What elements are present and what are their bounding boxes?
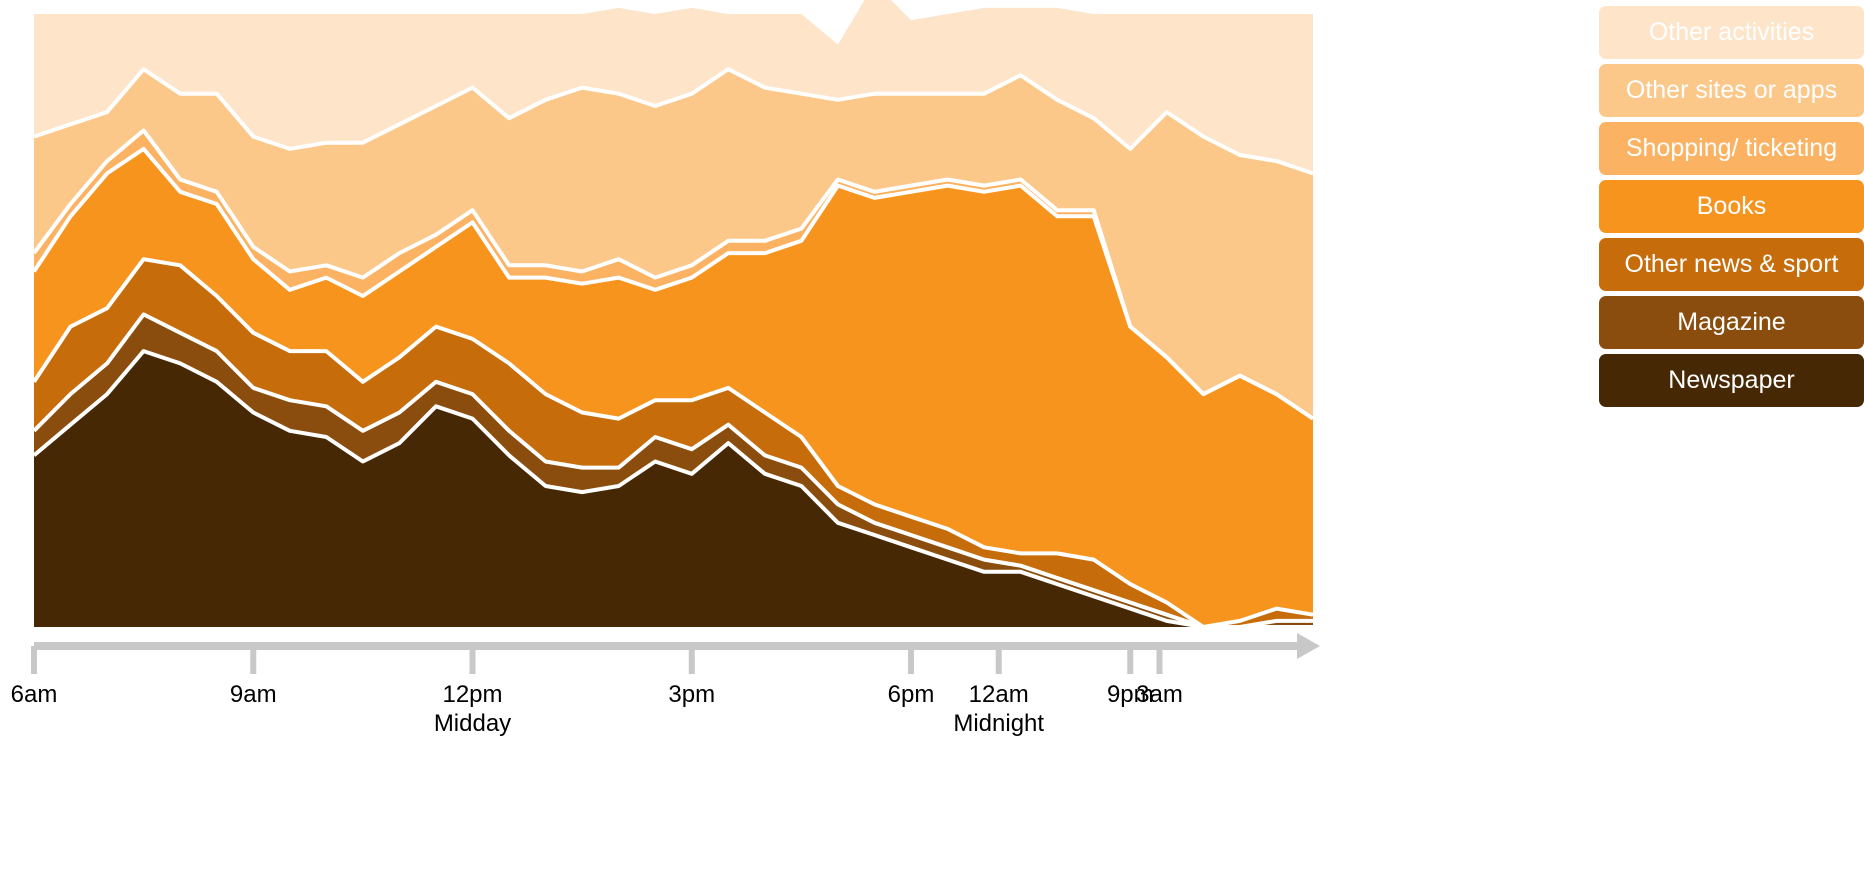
x-tick-label: 6pm	[888, 681, 935, 708]
legend-item-newspaper: Newspaper	[1599, 354, 1864, 407]
area-magazine	[34, 314, 1313, 627]
x-tick-label: 6am	[11, 681, 58, 708]
area-other-activities	[34, 0, 1313, 174]
x-axis	[34, 633, 1320, 659]
area-books	[34, 148, 1313, 627]
x-tick-label: 9pm	[1107, 681, 1154, 708]
area-shopping-ticketing	[34, 130, 1313, 419]
chart-areas	[32, 0, 1315, 629]
legend-item-other-news-sport: Other news & sport	[1599, 238, 1864, 291]
legend-item-other-activities: Other activities	[1599, 6, 1864, 59]
x-tick-sublabel: Midday	[434, 710, 511, 737]
boundary-line-newspaper	[32, 349, 1313, 629]
boundary-line-magazine	[32, 312, 1313, 629]
x-tick-sublabel: Midnight	[953, 710, 1044, 737]
x-tick-label: 3am	[1136, 681, 1183, 708]
x-tick-label: 12am	[969, 681, 1029, 708]
boundary-line-shopping-ticketing	[32, 128, 1315, 421]
area-other-sites-or-apps	[34, 69, 1313, 419]
legend-item-magazine: Magazine	[1599, 296, 1864, 349]
x-tick-label: 12pm	[442, 681, 502, 708]
x-tick-label: 9am	[230, 681, 277, 708]
boundary-line-other-news-sport	[32, 257, 1314, 629]
legend-item-shopping-ticketing: Shopping/ ticketing	[1599, 122, 1864, 175]
x-axis-arrowhead	[1297, 633, 1320, 659]
legend: Other activities Other sites or apps Shopp…	[1599, 6, 1864, 412]
area-newspaper	[34, 351, 1313, 627]
x-tick-label: 3pm	[668, 681, 715, 708]
legend-item-other-sites-or-apps: Other sites or apps	[1599, 64, 1864, 117]
boundary-line-other-sites-or-apps	[33, 67, 1314, 176]
legend-item-books: Books	[1599, 180, 1864, 233]
